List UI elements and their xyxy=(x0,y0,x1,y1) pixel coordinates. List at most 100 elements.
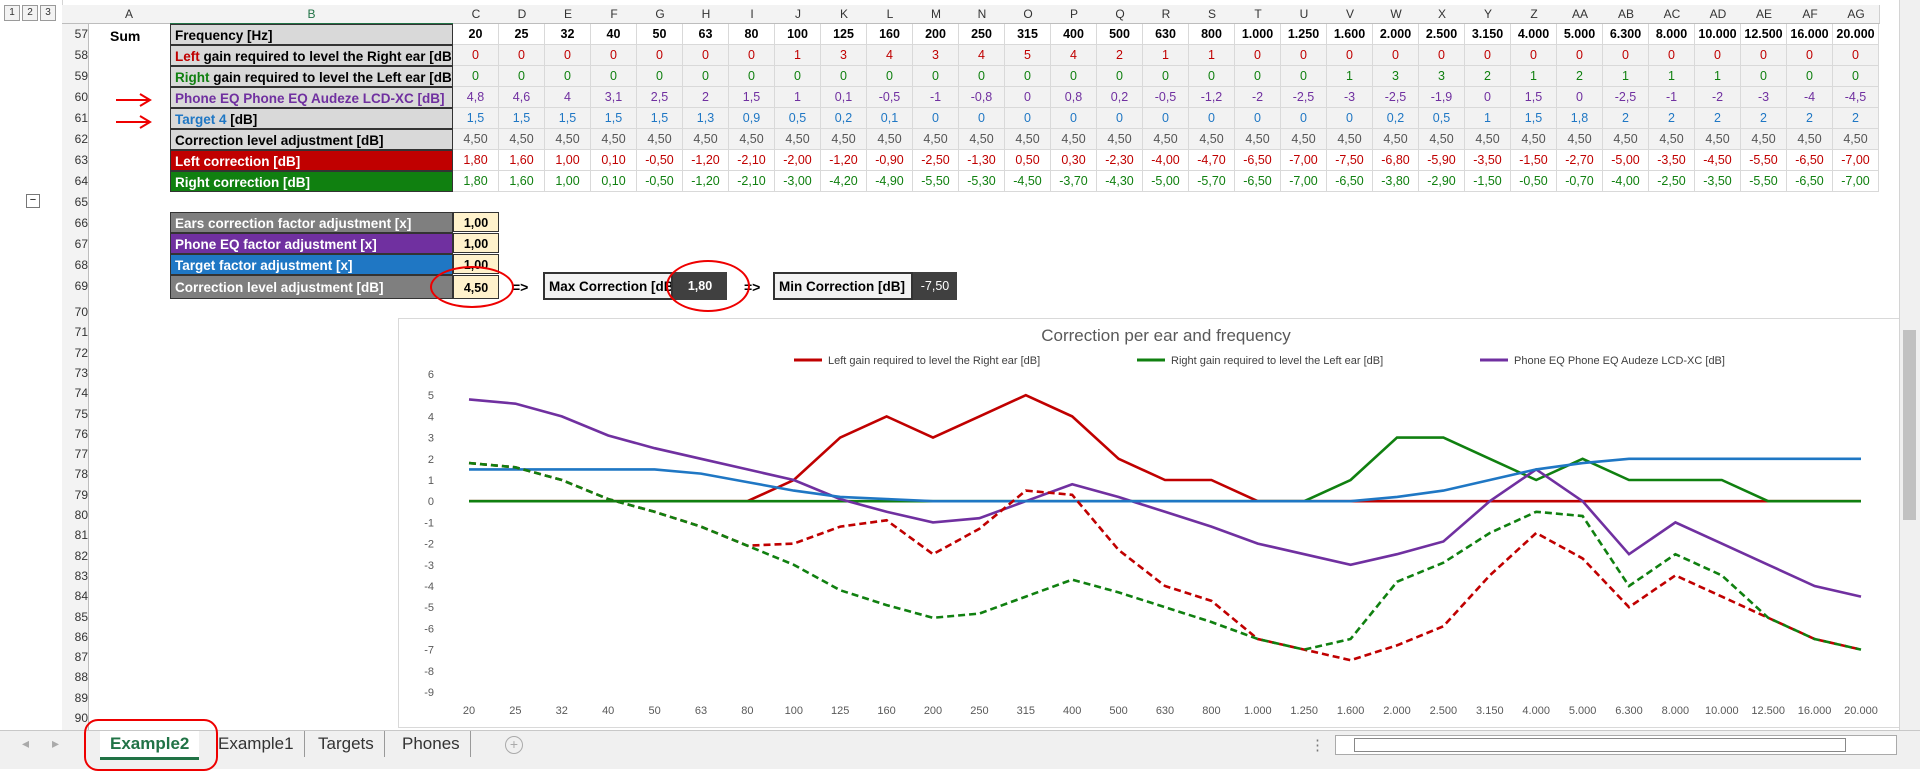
table-cell-right-corr[interactable]: 1,80 xyxy=(453,171,499,192)
phone-factor-value[interactable]: 1,00 xyxy=(453,233,499,253)
column-header-s[interactable]: S xyxy=(1189,5,1236,24)
table-cell-right-gain[interactable]: 1 xyxy=(1511,66,1557,87)
frequency-label[interactable]: Frequency [Hz] xyxy=(170,24,453,45)
table-cell-target[interactable]: 0,1 xyxy=(867,108,913,129)
table-cell-right-gain[interactable]: 0 xyxy=(499,66,545,87)
table-cell-right-gain[interactable]: 0 xyxy=(1143,66,1189,87)
table-cell-corr-level[interactable]: 4,50 xyxy=(1833,129,1879,150)
table-cell-target[interactable]: 1,3 xyxy=(683,108,729,129)
table-cell-right-gain[interactable]: 0 xyxy=(821,66,867,87)
table-cell-right-gain[interactable]: 2 xyxy=(1557,66,1603,87)
target-label[interactable]: Target 4 [dB] xyxy=(170,108,453,129)
table-cell-freq[interactable]: 40 xyxy=(591,24,637,45)
table-cell-left-corr[interactable]: -4,70 xyxy=(1189,150,1235,171)
row-number[interactable]: 88 xyxy=(74,670,88,685)
correction-chart[interactable]: Correction per ear and frequency Left ga… xyxy=(398,318,1900,728)
table-cell-target[interactable]: 0 xyxy=(1281,108,1327,129)
table-cell-phone-eq[interactable]: -1 xyxy=(1649,87,1695,108)
row-number[interactable]: 70 xyxy=(74,305,88,319)
table-cell-left-corr[interactable]: -3,50 xyxy=(1465,150,1511,171)
table-cell-corr-level[interactable]: 4,50 xyxy=(545,129,591,150)
vertical-scrollbar[interactable] xyxy=(1899,0,1920,730)
table-cell-left-gain[interactable]: 5 xyxy=(1005,45,1051,66)
row-number[interactable]: 90 xyxy=(74,711,88,725)
table-cell-left-gain[interactable]: 0 xyxy=(1281,45,1327,66)
series-line-2[interactable] xyxy=(468,398,1862,598)
table-cell-right-gain[interactable]: 0 xyxy=(545,66,591,87)
row-number[interactable]: 79 xyxy=(74,487,88,502)
row-number[interactable]: 62 xyxy=(74,132,88,146)
correction-level-label[interactable]: Correction level adjustment [dB] xyxy=(170,129,453,150)
table-cell-left-corr[interactable]: -5,00 xyxy=(1603,150,1649,171)
column-header-ac[interactable]: AC xyxy=(1649,5,1696,24)
column-header-e[interactable]: E xyxy=(545,5,592,24)
table-cell-freq[interactable]: 1.000 xyxy=(1235,24,1281,45)
table-cell-right-gain[interactable]: 0 xyxy=(591,66,637,87)
table-cell-phone-eq[interactable]: 0,1 xyxy=(821,87,867,108)
phone-eq-label[interactable]: Phone EQ Phone EQ Audeze LCD-XC [dB] xyxy=(170,87,453,108)
table-cell-right-gain[interactable]: 0 xyxy=(683,66,729,87)
row-number[interactable]: 73 xyxy=(74,365,88,380)
row-number[interactable]: 63 xyxy=(74,153,88,167)
table-cell-left-gain[interactable]: 0 xyxy=(1235,45,1281,66)
outline-level-2-button[interactable]: 2 xyxy=(22,5,38,21)
column-header-j[interactable]: J xyxy=(775,5,822,24)
row-number[interactable]: 57 xyxy=(74,27,88,41)
table-cell-right-corr[interactable]: -6,50 xyxy=(1327,171,1373,192)
table-cell-phone-eq[interactable]: 3,1 xyxy=(591,87,637,108)
table-cell-left-corr[interactable]: -0,50 xyxy=(637,150,683,171)
table-cell-freq[interactable]: 1.600 xyxy=(1327,24,1373,45)
table-cell-phone-eq[interactable]: -3 xyxy=(1741,87,1787,108)
table-cell-right-gain[interactable]: 1 xyxy=(1649,66,1695,87)
table-cell-right-gain[interactable]: 0 xyxy=(1235,66,1281,87)
table-cell-left-gain[interactable]: 1 xyxy=(775,45,821,66)
table-cell-phone-eq[interactable]: -0,5 xyxy=(1143,87,1189,108)
column-header-h[interactable]: H xyxy=(683,5,730,24)
table-cell-left-gain[interactable]: 0 xyxy=(1649,45,1695,66)
table-cell-right-corr[interactable]: 0,10 xyxy=(591,171,637,192)
table-cell-right-corr[interactable]: -3,70 xyxy=(1051,171,1097,192)
table-cell-target[interactable]: 1,5 xyxy=(591,108,637,129)
row-number[interactable]: 59 xyxy=(74,69,88,83)
row-number[interactable]: 80 xyxy=(74,508,88,522)
table-cell-left-gain[interactable]: 0 xyxy=(1833,45,1879,66)
table-cell-left-gain[interactable]: 3 xyxy=(821,45,867,66)
ears-factor-value[interactable]: 1,00 xyxy=(453,212,499,232)
table-cell-freq[interactable]: 12.500 xyxy=(1741,24,1787,45)
table-cell-right-gain[interactable]: 1 xyxy=(1327,66,1373,87)
corr-level-adj-label[interactable]: Correction level adjustment [dB] xyxy=(170,275,453,299)
column-header-o[interactable]: O xyxy=(1005,5,1052,24)
table-cell-target[interactable]: 2 xyxy=(1695,108,1741,129)
table-cell-target[interactable]: 0,2 xyxy=(1373,108,1419,129)
table-cell-target[interactable]: 0,9 xyxy=(729,108,775,129)
row-number[interactable]: 84 xyxy=(74,589,88,604)
column-header-a[interactable]: A xyxy=(88,5,171,24)
table-cell-left-gain[interactable]: 0 xyxy=(637,45,683,66)
column-header-ae[interactable]: AE xyxy=(1741,5,1788,24)
table-cell-phone-eq[interactable]: 1 xyxy=(775,87,821,108)
column-header-af[interactable]: AF xyxy=(1787,5,1834,24)
table-cell-freq[interactable]: 5.000 xyxy=(1557,24,1603,45)
column-header-ag[interactable]: AG xyxy=(1833,5,1880,24)
table-cell-left-corr[interactable]: -7,50 xyxy=(1327,150,1373,171)
row-number[interactable]: 68 xyxy=(74,258,88,272)
table-cell-freq[interactable]: 160 xyxy=(867,24,913,45)
table-cell-left-gain[interactable]: 0 xyxy=(1419,45,1465,66)
table-cell-corr-level[interactable]: 4,50 xyxy=(1097,129,1143,150)
table-cell-target[interactable]: 0 xyxy=(959,108,1005,129)
table-cell-left-corr[interactable]: -5,90 xyxy=(1419,150,1465,171)
right-gain-label[interactable]: Right gain required to level the Left ea… xyxy=(170,66,453,87)
table-cell-left-corr[interactable]: -4,00 xyxy=(1143,150,1189,171)
ears-factor-label[interactable]: Ears correction factor adjustment [x] xyxy=(170,212,453,233)
outline-level-3-button[interactable]: 3 xyxy=(40,5,56,21)
table-cell-left-corr[interactable]: -2,10 xyxy=(729,150,775,171)
table-cell-left-gain[interactable]: 0 xyxy=(1787,45,1833,66)
table-cell-freq[interactable]: 32 xyxy=(545,24,591,45)
table-cell-left-gain[interactable]: 0 xyxy=(591,45,637,66)
vertical-scroll-thumb[interactable] xyxy=(1903,330,1916,520)
table-cell-left-gain[interactable]: 0 xyxy=(1603,45,1649,66)
table-cell-right-gain[interactable]: 0 xyxy=(867,66,913,87)
left-correction-label[interactable]: Left correction [dB] xyxy=(170,150,453,171)
row-number[interactable]: 60 xyxy=(74,90,88,104)
column-header-p[interactable]: P xyxy=(1051,5,1098,24)
